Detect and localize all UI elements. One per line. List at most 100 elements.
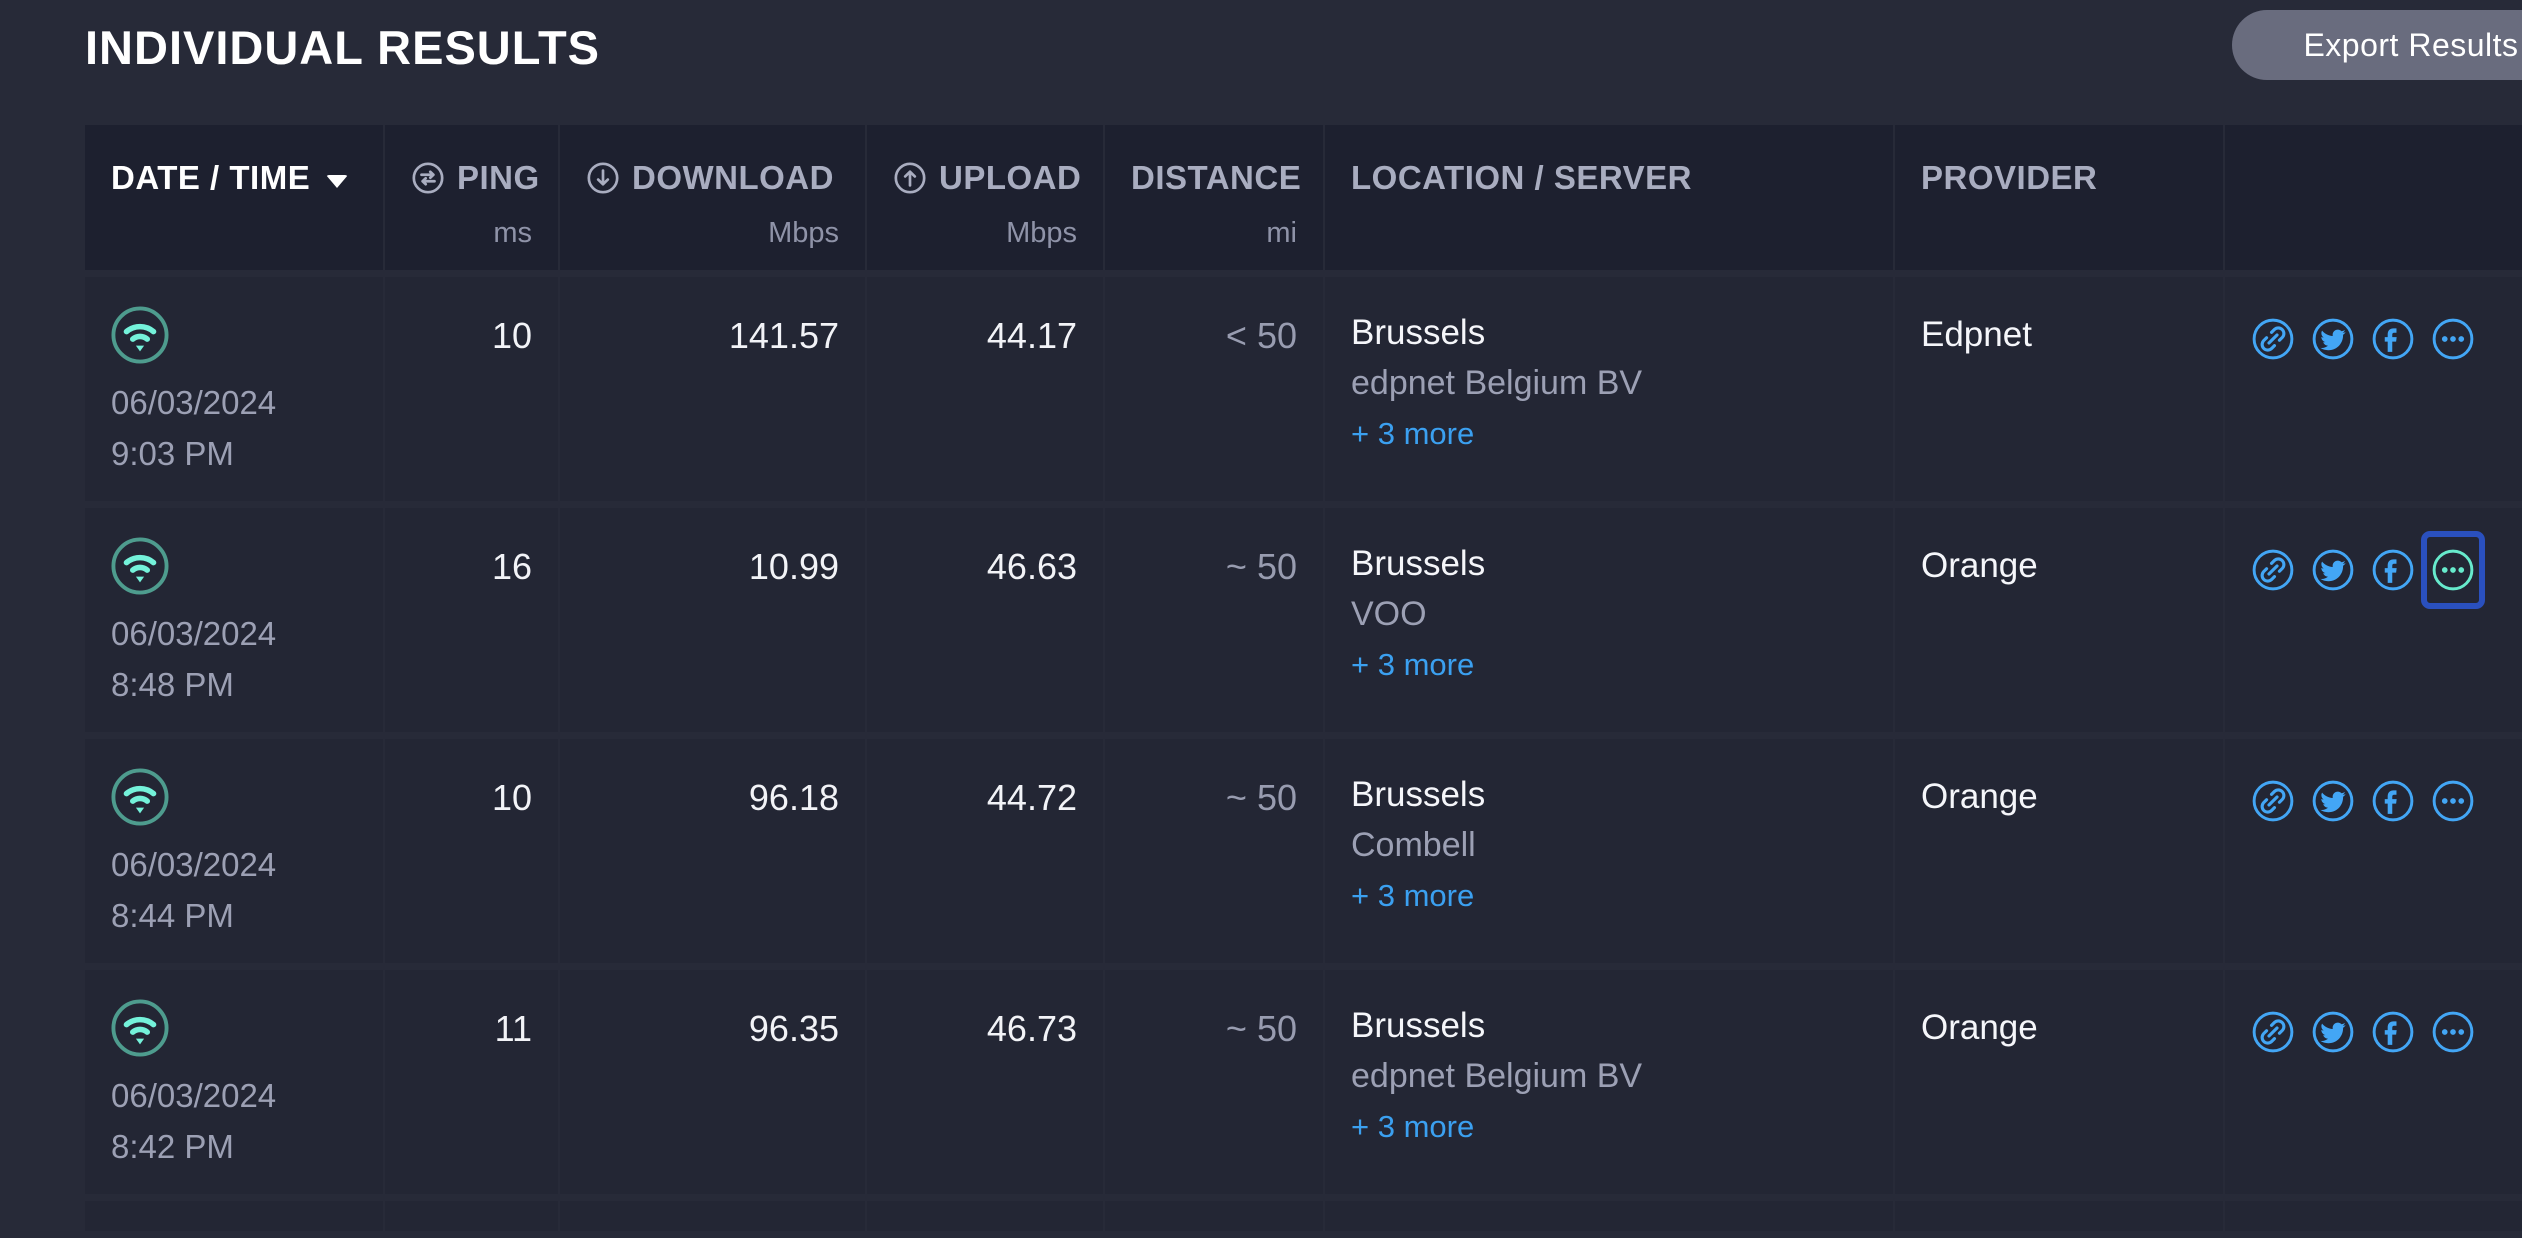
actions-cell (2225, 277, 2522, 501)
copy-link-button[interactable] (2251, 779, 2295, 823)
download-value: 141.57 (560, 277, 865, 501)
facebook-share-button[interactable] (2371, 548, 2415, 592)
ping-icon (412, 162, 444, 194)
more-servers-link[interactable]: + 3 more (1351, 416, 1475, 451)
column-label-upload: UPLOAD (939, 159, 1082, 196)
column-label-download: DOWNLOAD (632, 159, 834, 196)
result-time: 8:48 PM (111, 666, 234, 703)
ellipsis-icon (2432, 780, 2474, 822)
column-header-distance[interactable]: DISTANCE mi (1105, 125, 1323, 270)
facebook-icon (2372, 1011, 2414, 1053)
wifi-icon (111, 306, 169, 364)
more-servers-link[interactable]: + 3 more (1351, 878, 1475, 913)
facebook-icon (2372, 318, 2414, 360)
location-city: Brussels (1351, 544, 1486, 583)
wifi-icon (111, 999, 169, 1057)
column-header-upload[interactable]: UPLOAD Mbps (867, 125, 1103, 270)
datetime-cell: 06/03/2024 8:48 PM (85, 508, 383, 732)
copy-link-icon (2252, 549, 2294, 591)
location-city: Brussels (1351, 1006, 1486, 1045)
result-time: 8:44 PM (111, 897, 234, 934)
page-title: INDIVIDUAL RESULTS (85, 21, 601, 74)
twitter-icon (2312, 549, 2354, 591)
column-unit-distance: mi (1266, 217, 1297, 249)
copy-link-icon (2252, 780, 2294, 822)
result-date: 06/03/2024 (111, 1077, 277, 1114)
distance-value: ~ 50 (1105, 970, 1323, 1194)
result-date: 06/03/2024 (111, 384, 277, 421)
table-body: 06/03/2024 9:03 PM 10 141.57 44.17 < 50 … (85, 277, 2522, 1194)
actions-cell (2225, 508, 2522, 732)
column-unit-ping: ms (493, 217, 532, 249)
ellipsis-icon (2432, 318, 2474, 360)
datetime-cell: 06/03/2024 9:03 PM (85, 277, 383, 501)
result-row: 06/03/2024 8:48 PM 16 10.99 46.63 ~ 50 B… (85, 508, 2522, 732)
twitter-icon (2312, 1011, 2354, 1053)
twitter-share-button[interactable] (2311, 779, 2355, 823)
ellipsis-icon (2432, 1011, 2474, 1053)
more-servers-link[interactable]: + 3 more (1351, 647, 1475, 682)
result-time: 9:03 PM (111, 435, 234, 472)
column-header-datetime[interactable]: DATE / TIME (85, 125, 383, 270)
partial-next-row (85, 1201, 2522, 1231)
actions-cell (2225, 970, 2522, 1194)
ping-value: 11 (385, 970, 558, 1194)
table-header-row: DATE / TIME PING ms DOWNLOAD Mbps UPLOAD… (85, 125, 2522, 270)
copy-link-button[interactable] (2251, 317, 2295, 361)
facebook-share-button[interactable] (2371, 317, 2415, 361)
column-header-location[interactable]: LOCATION / SERVER (1325, 125, 1893, 270)
result-row: 06/03/2024 8:44 PM 10 96.18 44.72 ~ 50 B… (85, 739, 2522, 963)
column-header-provider[interactable]: PROVIDER (1895, 125, 2223, 270)
more-options-button[interactable] (2431, 779, 2475, 823)
result-row: 06/03/2024 9:03 PM 10 141.57 44.17 < 50 … (85, 277, 2522, 501)
server-name: Combell (1351, 826, 1476, 864)
datetime-cell: 06/03/2024 8:44 PM (85, 739, 383, 963)
ellipsis-icon (2432, 549, 2474, 591)
export-results-button[interactable]: Export Results (2232, 10, 2522, 80)
download-arrow-icon (587, 162, 619, 194)
results-table: DATE / TIME PING ms DOWNLOAD Mbps UPLOAD… (85, 125, 2522, 1238)
copy-link-button[interactable] (2251, 548, 2295, 592)
column-label-datetime: DATE / TIME (111, 159, 311, 196)
column-header-ping[interactable]: PING ms (385, 125, 558, 270)
location-city: Brussels (1351, 775, 1486, 814)
column-label-provider: PROVIDER (1921, 159, 2098, 196)
twitter-share-button[interactable] (2311, 1010, 2355, 1054)
upload-value: 44.17 (867, 277, 1103, 501)
server-name: edpnet Belgium BV (1351, 364, 1643, 402)
facebook-icon (2372, 549, 2414, 591)
column-header-download[interactable]: DOWNLOAD Mbps (560, 125, 865, 270)
location-city: Brussels (1351, 313, 1486, 352)
more-servers-link[interactable]: + 3 more (1351, 1109, 1475, 1144)
twitter-share-button[interactable] (2311, 317, 2355, 361)
ping-value: 10 (385, 739, 558, 963)
twitter-share-button[interactable] (2311, 548, 2355, 592)
more-options-button[interactable] (2421, 531, 2485, 609)
result-date: 06/03/2024 (111, 846, 277, 883)
column-unit-upload: Mbps (1006, 217, 1077, 249)
ping-value: 10 (385, 277, 558, 501)
more-options-button[interactable] (2431, 1010, 2475, 1054)
more-options-button[interactable] (2431, 317, 2475, 361)
twitter-icon (2312, 780, 2354, 822)
copy-link-icon (2252, 318, 2294, 360)
download-value: 96.35 (560, 970, 865, 1194)
wifi-icon (111, 768, 169, 826)
facebook-share-button[interactable] (2371, 1010, 2415, 1054)
download-value: 10.99 (560, 508, 865, 732)
result-row: 06/03/2024 8:42 PM 11 96.35 46.73 ~ 50 B… (85, 970, 2522, 1194)
facebook-share-button[interactable] (2371, 779, 2415, 823)
download-value: 96.18 (560, 739, 865, 963)
actions-cell (2225, 739, 2522, 963)
ping-value: 16 (385, 508, 558, 732)
column-label-location: LOCATION / SERVER (1351, 159, 1692, 196)
copy-link-button[interactable] (2251, 1010, 2295, 1054)
upload-arrow-icon (894, 162, 926, 194)
provider-name: Orange (1895, 508, 2223, 732)
provider-name: Edpnet (1895, 277, 2223, 501)
location-cell: Brussels edpnet Belgium BV + 3 more (1325, 970, 1893, 1194)
provider-name: Orange (1895, 739, 2223, 963)
upload-value: 44.72 (867, 739, 1103, 963)
distance-value: < 50 (1105, 277, 1323, 501)
twitter-icon (2312, 318, 2354, 360)
